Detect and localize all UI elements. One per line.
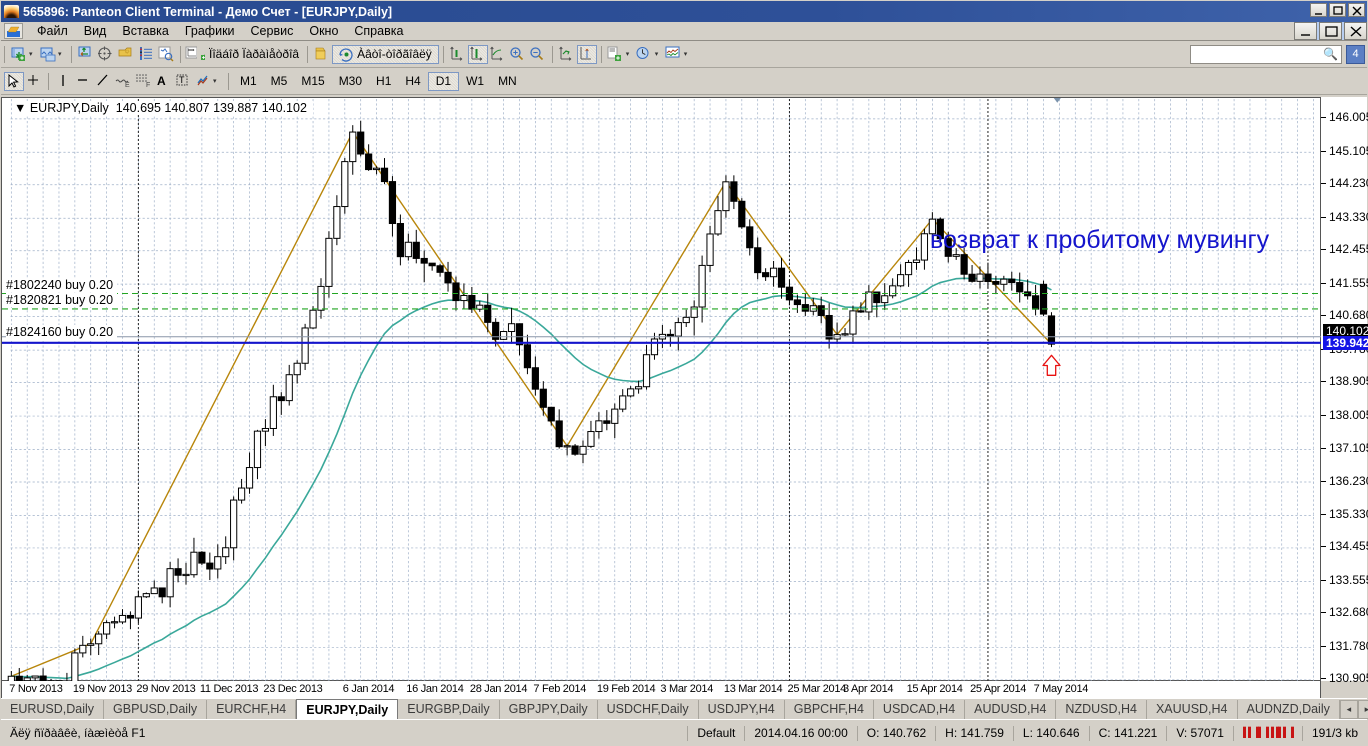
svg-text:F: F bbox=[146, 82, 150, 89]
svg-text:T: T bbox=[179, 75, 185, 85]
svg-text:A: A bbox=[157, 74, 166, 88]
svg-text:E: E bbox=[125, 82, 130, 89]
